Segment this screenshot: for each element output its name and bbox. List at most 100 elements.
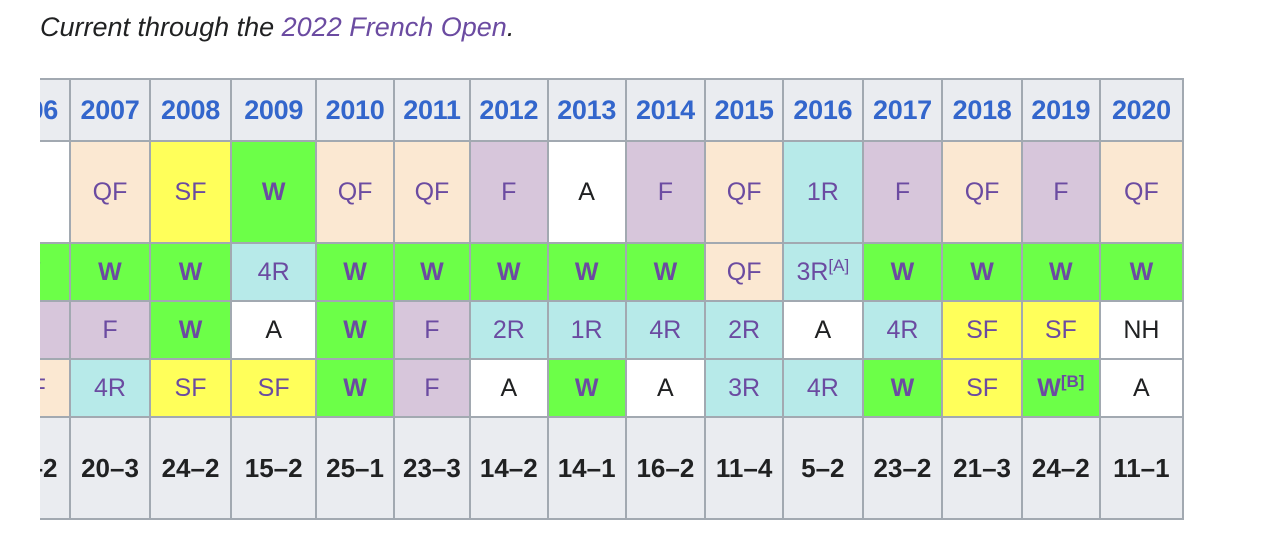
result-cell: W	[148, 300, 233, 360]
year-header-2010[interactable]: 2010	[315, 78, 395, 142]
result-text: 3R	[728, 373, 761, 402]
result-text: W	[1037, 373, 1061, 402]
win-loss-cell: 23–2	[861, 416, 944, 520]
result-cell: 4R	[624, 300, 707, 360]
result-cell: W	[546, 358, 627, 418]
win-loss-cell: 16–2	[624, 416, 707, 520]
year-header-2013[interactable]: 2013	[546, 78, 627, 142]
result-cell: SF	[148, 358, 233, 418]
result-text: A	[657, 373, 674, 402]
result-text: 1R	[806, 177, 839, 206]
results-table-viewport[interactable]: 2006200720082009201020112012201320142015…	[40, 78, 1238, 522]
year-header-2011[interactable]: 2011	[392, 78, 471, 142]
year-header-2017[interactable]: 2017	[861, 78, 944, 142]
year-header-2016[interactable]: 2016	[782, 78, 864, 142]
grand-slam-results-table: 2006200720082009201020112012201320142015…	[40, 78, 1185, 520]
result-cell: 4R	[861, 300, 944, 360]
result-cell: W	[315, 358, 395, 418]
result-text: SF	[1044, 315, 1077, 344]
win-loss-cell: 25–1	[315, 416, 395, 520]
year-header-2007[interactable]: 2007	[69, 78, 151, 142]
result-text: QF	[964, 177, 1000, 206]
year-header-2019[interactable]: 2019	[1020, 78, 1101, 142]
win-loss-cell: 24–2	[148, 416, 233, 520]
result-text: 4R	[94, 373, 126, 402]
result-text: 4R	[649, 315, 682, 344]
result-cell: 4R	[230, 242, 318, 302]
result-text: F	[657, 177, 674, 206]
result-cell: 4R	[69, 358, 151, 418]
result-cell: W[B]	[1020, 358, 1101, 418]
result-cell: SF	[941, 300, 1023, 360]
result-cell: QF	[941, 140, 1023, 244]
caption-suffix: .	[506, 12, 515, 42]
result-text: 2R	[728, 315, 761, 344]
year-header-2012[interactable]: 2012	[468, 78, 549, 142]
result-text: A	[1133, 373, 1150, 402]
result-text: QF	[92, 177, 128, 206]
result-cell: F	[392, 300, 471, 360]
result-text: F	[501, 177, 517, 206]
result-cell: NH	[1098, 300, 1185, 360]
result-text: W	[1049, 257, 1073, 286]
result-text: A	[814, 315, 832, 344]
result-cell: A	[1098, 358, 1185, 418]
win-loss-cell: 5–2	[782, 416, 864, 520]
result-cell: QF	[69, 140, 151, 244]
year-header-2018[interactable]: 2018	[941, 78, 1023, 142]
result-cell: W	[624, 242, 707, 302]
result-cell: A	[40, 140, 72, 244]
result-cell: 1R	[546, 300, 627, 360]
year-header-2008[interactable]: 2008	[148, 78, 233, 142]
win-loss-row: 22–220–324–215–225–123–314–214–116–211–4…	[40, 416, 1185, 520]
footnote-link[interactable]: [B]	[1060, 371, 1085, 391]
result-cell: 2R	[704, 300, 785, 360]
result-cell: W	[40, 242, 72, 302]
result-cell: A	[546, 140, 627, 244]
result-text: W	[970, 257, 994, 286]
win-loss-cell: 15–2	[230, 416, 318, 520]
result-cell: A	[230, 300, 318, 360]
caption-prefix: Current through the	[40, 12, 282, 42]
result-text: W	[496, 257, 521, 286]
french-open-link[interactable]: 2022 French Open	[281, 12, 507, 42]
win-loss-cell: 24–2	[1020, 416, 1101, 520]
result-row-4: QF4RSFSFWFAWA3R4RWSFW[B]A	[40, 358, 1185, 418]
result-text: W	[343, 373, 367, 402]
year-header-2006[interactable]: 2006	[40, 78, 72, 142]
result-cell: F	[69, 300, 151, 360]
result-cell: 2R	[468, 300, 549, 360]
result-cell: W	[468, 242, 549, 302]
result-text: F	[424, 315, 440, 344]
footnote-link[interactable]: [A]	[828, 255, 850, 275]
year-header-2009[interactable]: 2009	[230, 78, 318, 142]
result-text: NH	[1123, 315, 1160, 344]
result-text: SF	[966, 315, 999, 344]
result-text: A	[578, 177, 595, 206]
result-cell: F	[624, 140, 707, 244]
result-text: SF	[174, 177, 207, 206]
result-text: W	[574, 257, 599, 286]
result-text: QF	[414, 177, 450, 206]
year-header-2015[interactable]: 2015	[704, 78, 785, 142]
result-cell: F	[392, 358, 471, 418]
year-header-2014[interactable]: 2014	[624, 78, 707, 142]
result-text: 4R	[257, 257, 290, 286]
result-cell: 4R	[782, 358, 864, 418]
result-cell: W	[69, 242, 151, 302]
result-cell: W	[546, 242, 627, 302]
result-text: W	[343, 315, 367, 344]
result-text: W	[261, 177, 286, 206]
result-text: 4R	[886, 315, 919, 344]
result-cell: W	[148, 242, 233, 302]
result-text: 2R	[492, 315, 525, 344]
result-text: 4R	[806, 373, 839, 402]
result-cell: W	[315, 242, 395, 302]
year-header-2020[interactable]: 2020	[1098, 78, 1185, 142]
result-row-1: A QF SF W QF QF F A F QF 1R F QF F QF	[40, 140, 1185, 244]
win-loss-cell: 11–4	[704, 416, 785, 520]
result-cell: F	[1020, 140, 1101, 244]
result-text: W	[420, 257, 444, 286]
result-text: QF	[726, 257, 762, 286]
result-text: F	[894, 177, 911, 206]
